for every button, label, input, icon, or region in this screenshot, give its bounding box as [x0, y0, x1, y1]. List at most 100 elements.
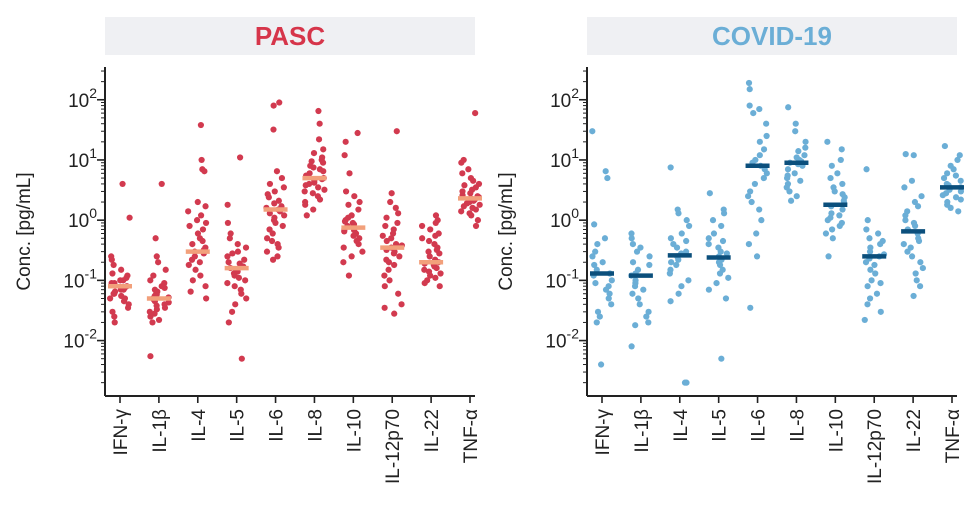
- data-point: [467, 190, 474, 197]
- data-point: [340, 244, 347, 251]
- data-point: [108, 256, 115, 263]
- data-point: [342, 188, 350, 195]
- x-tick-label: IL-8: [305, 409, 326, 442]
- data-point: [276, 99, 283, 106]
- data-point: [760, 146, 768, 153]
- data-point: [683, 217, 690, 224]
- y-tick-label: 10-2: [63, 326, 97, 353]
- data-point: [827, 174, 834, 182]
- data-point: [646, 261, 653, 269]
- data-point: [381, 283, 388, 290]
- data-point: [824, 138, 831, 145]
- data-point: [437, 270, 444, 277]
- data-point: [433, 264, 440, 272]
- data-point: [321, 186, 328, 193]
- data-point: [315, 184, 322, 191]
- data-point: [201, 168, 208, 175]
- data-point: [678, 230, 685, 237]
- data-point: [956, 152, 963, 159]
- x-tick-label: IL-5: [228, 409, 249, 442]
- data-point: [685, 277, 692, 284]
- data-point: [785, 104, 792, 111]
- data-point: [864, 217, 871, 224]
- data-point: [675, 256, 682, 263]
- data-point: [706, 190, 713, 197]
- data-point: [678, 283, 685, 290]
- data-point: [359, 248, 366, 255]
- y-tick-label: 101: [68, 145, 97, 172]
- data-point: [640, 286, 647, 293]
- data-point: [748, 198, 755, 206]
- data-point: [234, 241, 241, 248]
- data-point: [225, 319, 232, 326]
- data-point: [273, 168, 281, 175]
- data-point: [263, 235, 271, 242]
- data-point: [238, 355, 245, 362]
- data-point: [666, 270, 673, 277]
- data-point: [341, 152, 348, 159]
- data-point: [226, 235, 233, 242]
- data-point: [202, 219, 210, 227]
- data-point: [391, 261, 398, 269]
- data-point: [390, 250, 398, 257]
- data-point: [270, 126, 277, 133]
- y-axis-title: Conc. [pg/mL]: [496, 172, 517, 290]
- data-point: [594, 241, 601, 248]
- data-point: [866, 235, 873, 242]
- data-point: [756, 138, 763, 145]
- data-point: [917, 259, 924, 266]
- data-point: [838, 146, 845, 153]
- data-point: [381, 304, 388, 311]
- data-point: [597, 361, 605, 368]
- data-point: [760, 174, 767, 182]
- data-point: [918, 193, 925, 200]
- data-point: [350, 232, 357, 239]
- data-point: [379, 232, 386, 239]
- data-point: [710, 230, 718, 237]
- data-point: [911, 222, 919, 230]
- data-point: [224, 219, 232, 227]
- data-point: [387, 198, 394, 206]
- data-point: [427, 272, 434, 279]
- data-point: [866, 295, 874, 302]
- data-point: [791, 170, 798, 177]
- data-point: [316, 196, 324, 203]
- data-point: [675, 290, 682, 297]
- data-point: [720, 210, 728, 217]
- data-point: [465, 166, 472, 173]
- data-point: [472, 206, 479, 213]
- data-point: [270, 102, 277, 109]
- panel-title-strip: [587, 17, 957, 55]
- data-point: [346, 170, 353, 177]
- data-point: [109, 308, 116, 315]
- data-point: [243, 295, 250, 302]
- data-point: [232, 301, 239, 308]
- data-point: [599, 259, 606, 266]
- data-point: [382, 222, 389, 230]
- data-point: [915, 237, 923, 245]
- data-point: [203, 295, 210, 302]
- y-tick-label: 10-1: [545, 265, 579, 292]
- data-point: [723, 250, 730, 257]
- data-point: [633, 248, 641, 255]
- data-point: [596, 313, 603, 320]
- data-point: [839, 180, 846, 188]
- data-point: [432, 232, 439, 239]
- data-point: [472, 110, 479, 117]
- x-tick-label: IL-6: [749, 409, 770, 442]
- data-point: [745, 193, 752, 200]
- data-point: [831, 188, 838, 195]
- data-point: [643, 313, 650, 320]
- data-point: [197, 272, 204, 279]
- data-point: [950, 166, 957, 173]
- data-point: [668, 259, 675, 266]
- data-point: [875, 230, 882, 237]
- data-point: [836, 212, 843, 219]
- data-point: [316, 120, 323, 127]
- data-point: [675, 210, 682, 217]
- data-point: [266, 180, 274, 188]
- data-point: [224, 201, 231, 208]
- data-point: [784, 174, 791, 182]
- data-point: [155, 259, 162, 266]
